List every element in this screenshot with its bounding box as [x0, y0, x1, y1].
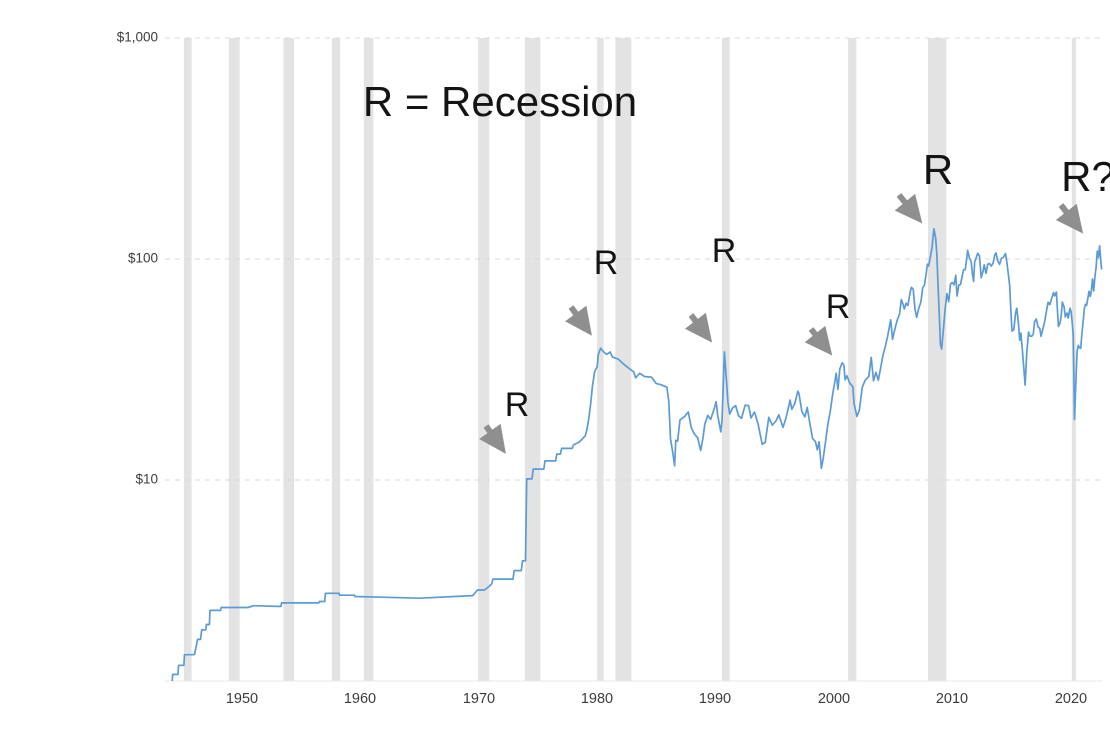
recession-band [363, 38, 374, 681]
arrow-icon [684, 312, 713, 343]
recession-band [331, 38, 341, 681]
arrow-icon [804, 325, 833, 356]
x-axis-labels: 1950 1960 1970 1980 1990 2000 2010 2020 [226, 691, 1087, 707]
annotation-label: R [826, 288, 851, 326]
annotation-label: R? [1061, 153, 1110, 200]
x-tick-label: 1960 [344, 691, 376, 707]
recession-band [183, 38, 192, 681]
price-line-group [171, 227, 1103, 681]
y-tick-label: $100 [128, 251, 158, 266]
recession-band [615, 38, 632, 681]
x-tick-label: 2020 [1055, 691, 1087, 707]
annotation-label: R [923, 146, 953, 193]
recession-band [524, 38, 541, 681]
arrow-icon [1055, 203, 1084, 234]
recession-band [228, 38, 240, 681]
recession-band [478, 38, 490, 681]
arrow-icon [894, 193, 923, 224]
price-chart-svg: $1,000 $100 $10 1950 1960 1970 1980 1990… [117, 30, 1110, 707]
price-line [171, 227, 1103, 681]
recession-bands [183, 38, 1076, 681]
recession-band [848, 38, 857, 681]
x-tick-label: 1950 [226, 691, 258, 707]
x-tick-label: 1990 [699, 691, 731, 707]
recession-band [597, 38, 604, 681]
arrow-icon [565, 305, 592, 336]
annotation-label: R [594, 244, 619, 282]
y-axis-labels: $1,000 $100 $10 [117, 30, 158, 487]
x-tick-label: 2010 [936, 691, 968, 707]
recession-band [283, 38, 295, 681]
annotation-label: R [505, 386, 530, 424]
annotations: R = Recession R R R R R R? [363, 78, 1110, 454]
annotation-label: R [712, 232, 737, 270]
legend-note: R = Recession [363, 78, 637, 125]
y-tick-label: $1,000 [117, 30, 158, 45]
gridlines [165, 37, 1102, 682]
x-tick-label: 2000 [818, 691, 850, 707]
recession-band [928, 38, 947, 681]
y-tick-label: $10 [135, 472, 158, 487]
recession-band [722, 38, 730, 681]
x-tick-label: 1980 [581, 691, 613, 707]
arrow-icon [479, 423, 506, 454]
oil-price-history-chart: $1,000 $100 $10 1950 1960 1970 1980 1990… [40, 16, 1110, 716]
x-tick-label: 1970 [463, 691, 495, 707]
